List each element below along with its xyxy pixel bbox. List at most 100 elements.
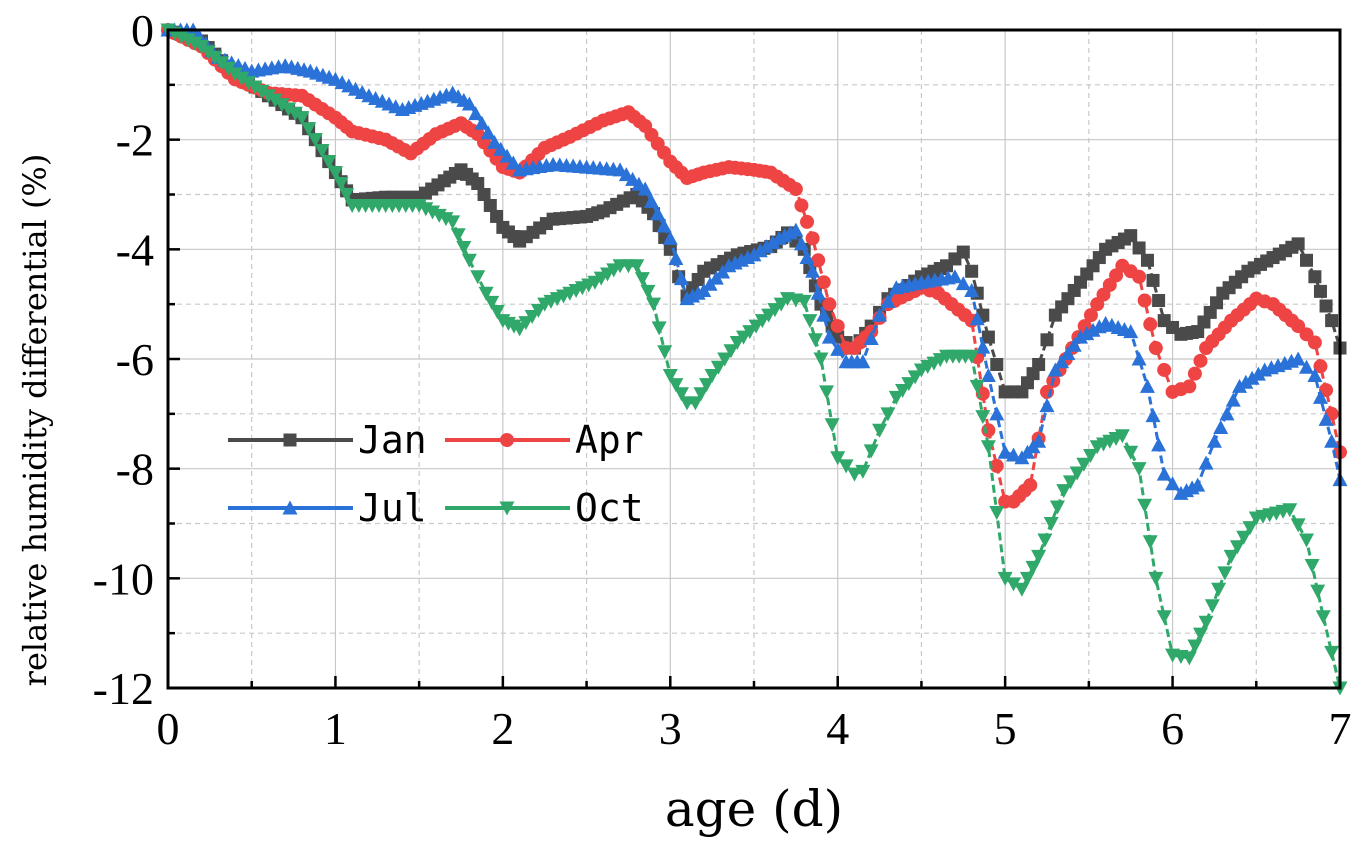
data-point-apr [1313,359,1328,374]
data-point-oct [1223,549,1239,564]
data-point-apr [981,423,996,438]
data-point-oct [287,106,303,121]
data-point-jul [1066,337,1082,352]
data-point-jul [1290,351,1306,366]
data-point-oct [461,253,477,268]
data-point-jul [855,354,871,369]
data-point-apr [805,231,820,246]
data-point-oct [294,111,310,126]
data-point-oct [1025,560,1041,575]
data-point-jan [1300,253,1314,267]
data-point-jul [863,330,879,345]
data-point-jul [872,307,888,322]
data-point-jul [759,239,775,254]
data-point-oct [907,370,923,385]
data-point-apr [1193,353,1208,368]
data-point-oct [1142,535,1158,550]
data-point-jul [1312,389,1328,404]
data-point-jan [477,188,491,201]
data-point-oct [307,133,323,148]
data-point-jul [1225,392,1241,407]
data-point-apr [989,458,1004,473]
data-point-oct [339,188,355,202]
data-point-jul [1232,378,1248,393]
data-point-jul [1198,455,1214,470]
data-point-jul [1206,433,1222,448]
data-point-jan [956,245,970,259]
x-tick-label: 4 [826,703,849,754]
data-point-apr [1023,478,1038,493]
data-point-jul [1131,351,1147,366]
data-point-jul [480,125,496,140]
data-point-jul [1244,370,1260,385]
data-point-jul [1165,476,1181,491]
data-point-jul [955,276,971,291]
data-point-oct [699,378,715,393]
data-point-oct [1229,540,1245,555]
data-point-oct [1148,571,1164,586]
data-point-oct [1137,498,1153,513]
data-point-apr [794,198,809,213]
y-tick-label: -6 [116,334,154,385]
legend-label-jan: Jan [358,418,427,462]
data-point-oct [247,80,263,95]
legend-marker-apr [500,433,514,447]
data-point-oct [1056,484,1072,499]
data-point-jul [505,155,521,170]
data-point-oct [646,297,662,312]
data-point-oct [846,467,862,482]
data-point-jul [752,243,768,258]
data-point-jan [1032,357,1046,371]
data-point-jul [975,339,991,354]
data-point-oct [838,459,854,474]
data-point-oct [227,67,243,82]
data-point-oct [200,45,216,60]
data-point-oct [855,464,871,479]
data-point-oct [193,39,209,54]
data-point-jul [1047,362,1063,377]
data-point-jan [1124,229,1138,243]
data-point-oct [254,84,270,99]
data-point-oct [1324,645,1340,660]
data-point-jul [788,222,804,237]
data-point-oct [512,322,528,337]
data-point-jan [490,209,504,223]
data-point-apr [1182,379,1197,394]
data-point-apr [1132,269,1147,284]
data-point-oct [640,284,656,299]
data-point-jul [1054,354,1070,369]
data-point-jul [1324,433,1340,448]
x-tick-label: 5 [994,703,1017,754]
legend-label-apr: Apr [575,418,644,462]
data-point-oct [1290,518,1306,533]
data-point-apr [1319,383,1334,398]
data-point-jul [793,236,809,251]
data-point-oct [484,295,500,310]
data-point-oct [1014,582,1030,597]
data-point-jul [1006,447,1022,462]
data-point-apr [800,214,815,229]
data-point-oct [704,368,720,383]
data-point-oct [693,387,709,402]
data-point-oct [819,385,835,400]
legend-item-apr: Apr [445,418,644,462]
data-point-oct [1299,533,1315,548]
data-point-oct [274,98,290,113]
legend-item-jan: Jan [228,418,427,462]
data-point-oct [1131,462,1147,477]
legend-label-oct: Oct [575,486,644,530]
data-point-jan [1152,294,1166,308]
series-layer [160,22,1348,696]
data-point-oct [634,272,650,287]
data-point-oct [1019,571,1035,586]
data-point-jul [656,218,672,233]
data-point-oct [1083,449,1099,464]
data-point-jul [880,293,896,308]
data-point-oct [872,423,888,438]
data-point-oct [234,71,250,86]
data-point-jul [1318,411,1334,426]
data-point-apr [788,182,803,197]
y-tick-label: -8 [116,444,154,495]
